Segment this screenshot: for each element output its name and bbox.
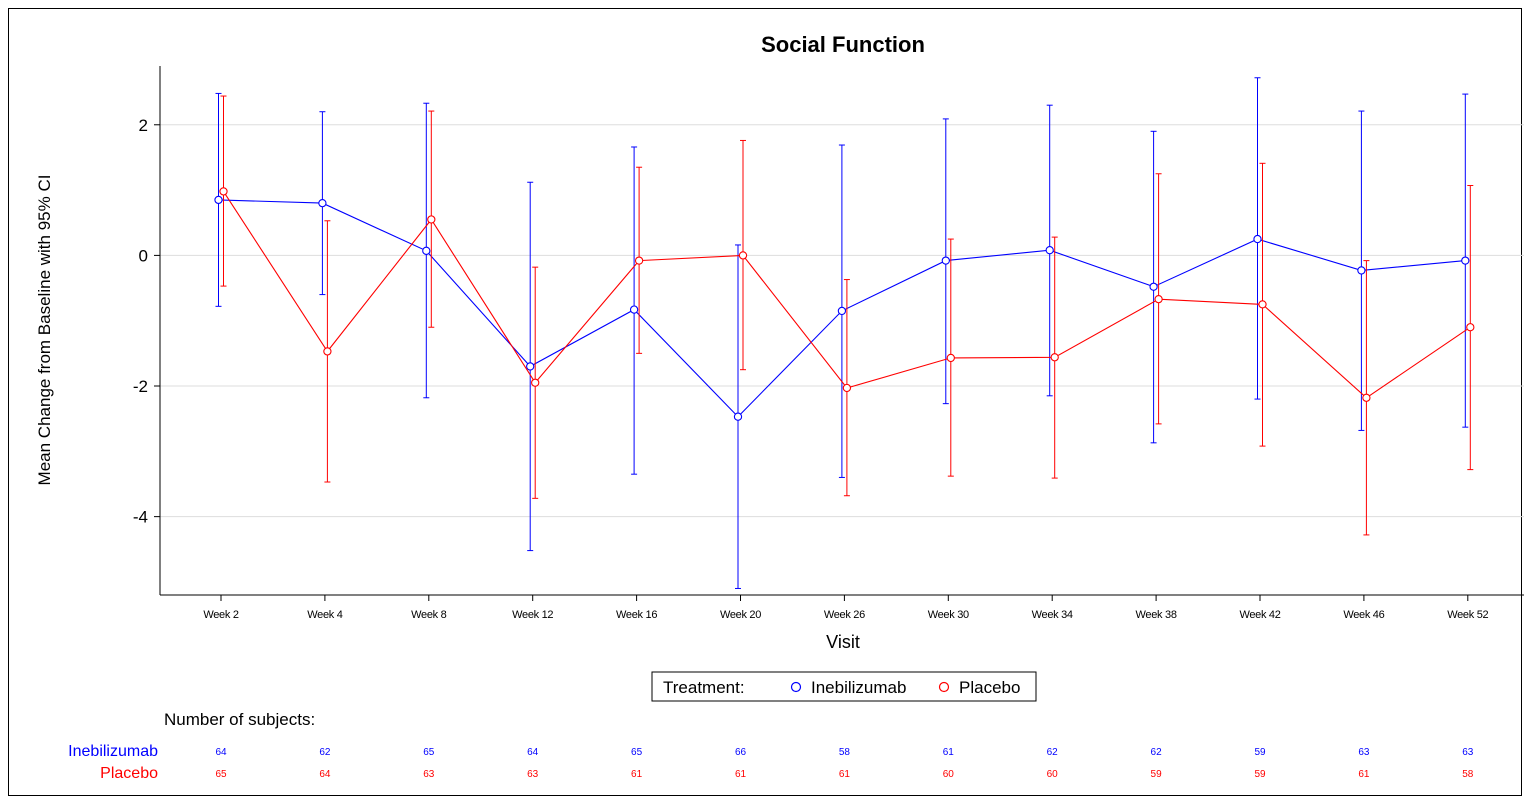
- legend-title: Treatment:: [663, 678, 745, 697]
- x-tick-label: Week 42: [1239, 609, 1280, 621]
- legend-marker-placebo: [938, 681, 950, 693]
- chart-frame: [8, 8, 1522, 796]
- x-tick-label: Week 38: [1136, 609, 1177, 621]
- subjects-table: Inebilizumab 64 62 65 64 65 66 58 61 62 62 59 63 63 Pl…: [68, 743, 1474, 782]
- data-point-placebo: [738, 251, 748, 260]
- chart-title: Social Function: [761, 32, 925, 57]
- x-tick-label: Week 52: [1447, 609, 1488, 621]
- subjects-count-placebo: 64: [319, 769, 331, 780]
- subjects-count-placebo: 59: [1151, 769, 1163, 780]
- data-point-inebilizumab: [214, 195, 223, 205]
- data-point-inebilizumab: [318, 198, 327, 208]
- subjects-row-label-placebo: Placebo: [100, 765, 158, 782]
- x-tick-label: Week 46: [1343, 609, 1384, 621]
- subjects-count-inebilizumab: 61: [943, 747, 955, 758]
- data-point-placebo: [1362, 393, 1371, 402]
- y-tick-label: 2: [139, 116, 148, 135]
- data-point-inebilizumab: [941, 256, 950, 265]
- data-point-placebo: [1050, 353, 1059, 362]
- subjects-count-placebo: 63: [527, 769, 539, 780]
- legend-label-placebo: Placebo: [959, 678, 1020, 697]
- series-placebo: [219, 95, 1475, 536]
- subjects-count-placebo: 61: [1358, 769, 1370, 780]
- subjects-count-inebilizumab: 62: [1151, 747, 1163, 758]
- data-series: [214, 77, 1475, 589]
- subjects-count-placebo: 61: [631, 769, 643, 780]
- subjects-count-inebilizumab: 64: [527, 747, 539, 758]
- series-inebilizumab: [214, 77, 1470, 589]
- subjects-count-inebilizumab: 62: [319, 747, 331, 758]
- x-axis-label: Visit: [826, 632, 860, 652]
- data-point-placebo: [219, 187, 228, 196]
- x-tick-label: Week 34: [1032, 609, 1073, 621]
- subjects-count-placebo: 60: [943, 769, 955, 780]
- subjects-count-inebilizumab: 65: [423, 747, 435, 758]
- y-tick-label: -2: [133, 377, 148, 396]
- legend-box: [651, 671, 1037, 702]
- subjects-count-placebo: 60: [1047, 769, 1059, 780]
- subjects-count-placebo: 61: [839, 769, 851, 780]
- x-tick-label: Week 8: [411, 609, 446, 621]
- legend-marker-inebilizumab: [790, 681, 802, 693]
- subjects-heading: Number of subjects:: [164, 710, 315, 729]
- subjects-count-inebilizumab: 63: [1358, 747, 1370, 758]
- y-tick-label: 0: [139, 246, 148, 265]
- subjects-count-inebilizumab: 65: [631, 747, 643, 758]
- x-tick-label: Week 4: [307, 609, 342, 621]
- subjects-count-inebilizumab: 63: [1462, 747, 1474, 758]
- x-tick-label: Week 16: [616, 609, 657, 621]
- data-point-placebo: [1154, 295, 1163, 304]
- data-point-inebilizumab: [422, 246, 431, 255]
- data-point-placebo: [946, 353, 955, 363]
- y-tick-label: -4: [133, 508, 148, 527]
- data-point-placebo: [1466, 323, 1475, 332]
- data-point-placebo: [323, 347, 332, 356]
- x-tick-label: Week 20: [720, 609, 761, 621]
- data-point-inebilizumab: [629, 305, 639, 314]
- subjects-count-inebilizumab: 58: [839, 747, 851, 758]
- x-tick-label: Week 30: [928, 609, 969, 621]
- data-point-inebilizumab: [1253, 234, 1262, 244]
- subjects-count-placebo: 63: [423, 769, 435, 780]
- data-point-inebilizumab: [1045, 246, 1054, 255]
- subjects-count-inebilizumab: 59: [1254, 747, 1266, 758]
- x-tick-label: Week 2: [203, 609, 238, 621]
- subjects-row-label-inebilizumab: Inebilizumab: [68, 743, 158, 760]
- data-point-placebo: [427, 215, 436, 224]
- subjects-count-placebo: 61: [735, 769, 747, 780]
- data-point-inebilizumab: [1461, 256, 1470, 265]
- x-tick-label: Week 12: [512, 609, 553, 621]
- data-point-inebilizumab: [1357, 266, 1366, 275]
- data-point-placebo: [634, 256, 644, 265]
- data-point-inebilizumab: [733, 412, 743, 421]
- subjects-count-placebo: 59: [1254, 769, 1266, 780]
- data-point-placebo: [1258, 300, 1267, 309]
- subjects-count-placebo: 58: [1462, 769, 1474, 780]
- subjects-count-placebo: 65: [215, 769, 227, 780]
- axes: 2 0 -2 -4 Week 2 Week 4 Week 8 Week 12 Week 16 We…: [133, 66, 1524, 621]
- legend: Treatment: Inebilizumab Placebo: [651, 671, 1037, 702]
- y-axis-label: Mean Change from Baseline with 95% CI: [35, 175, 54, 486]
- data-point-placebo: [842, 383, 852, 393]
- subjects-count-inebilizumab: 62: [1047, 747, 1059, 758]
- data-point-placebo: [531, 378, 540, 387]
- data-point-inebilizumab: [837, 306, 847, 316]
- legend-label-inebilizumab: Inebilizumab: [811, 678, 906, 697]
- data-point-inebilizumab: [526, 362, 535, 371]
- data-point-inebilizumab: [1149, 282, 1158, 291]
- x-tick-label: Week 26: [824, 609, 865, 621]
- subjects-count-inebilizumab: 66: [735, 747, 747, 758]
- subjects-count-inebilizumab: 64: [215, 747, 227, 758]
